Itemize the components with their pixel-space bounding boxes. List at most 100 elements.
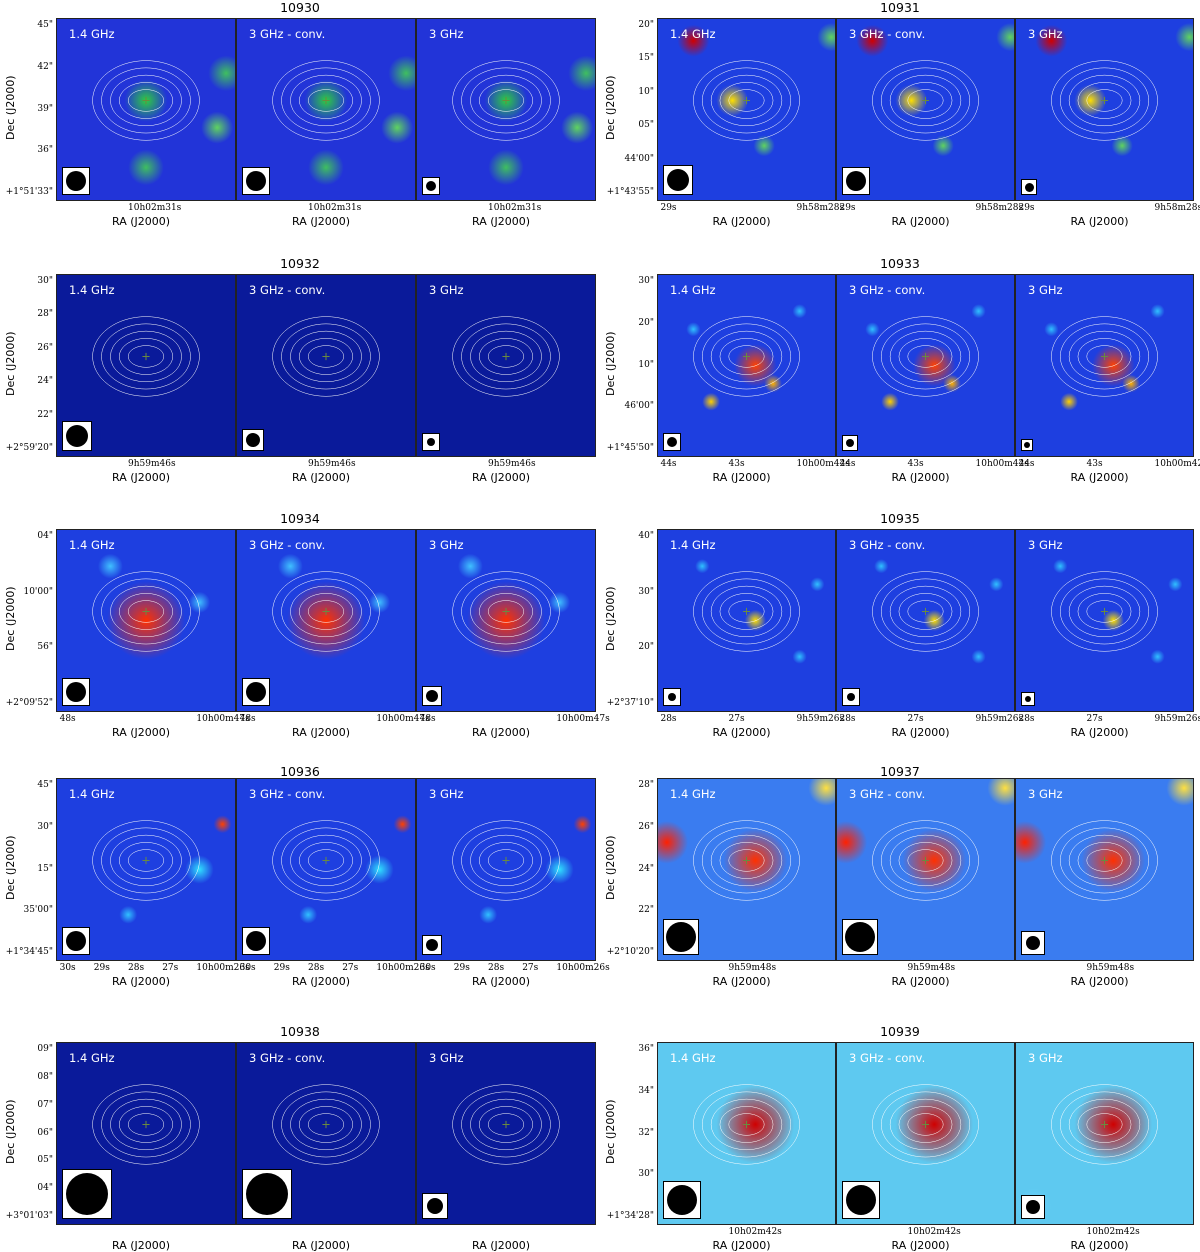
contour bbox=[462, 579, 551, 644]
figure-10933: 10933 Dec (J2000) 30" 20" 10" 46'00" +1°45'50"… bbox=[600, 256, 1200, 484]
contour bbox=[693, 317, 799, 397]
y-axis-label: Dec (J2000) bbox=[604, 585, 617, 651]
panel-label: 1.4 GHz bbox=[69, 1051, 115, 1065]
y-tick-label: +2°09'52" bbox=[5, 698, 53, 708]
figure-10934: 10934 Dec (J2000) 04" 10'00" 56" +2°09'52" 1.4… bbox=[0, 511, 610, 739]
radio-map bbox=[1035, 22, 1193, 157]
contour bbox=[720, 338, 773, 374]
y-tick-label: 36" bbox=[638, 1044, 654, 1054]
contour bbox=[1060, 579, 1149, 644]
position-marker bbox=[502, 96, 510, 105]
beam-ellipse bbox=[426, 181, 436, 191]
figure-title: 10934 bbox=[280, 511, 320, 526]
image-panel: 3 GHz - conv. bbox=[236, 1042, 416, 1225]
position-marker bbox=[742, 1120, 751, 1129]
contour bbox=[470, 835, 541, 886]
contour bbox=[273, 61, 380, 141]
beam-ellipse bbox=[66, 931, 86, 951]
radio-map bbox=[57, 553, 211, 660]
radio-map bbox=[837, 779, 1014, 960]
source-blob bbox=[201, 111, 234, 144]
y-axis-label: Dec (J2000) bbox=[4, 330, 17, 396]
position-marker bbox=[921, 96, 930, 105]
position-marker bbox=[142, 352, 150, 361]
source-blob bbox=[277, 553, 303, 579]
beam-box bbox=[663, 688, 681, 706]
x-tick-label: 29s bbox=[839, 203, 856, 213]
source-blob bbox=[895, 84, 928, 117]
position-marker bbox=[742, 96, 751, 105]
y-tick-label: 40" bbox=[638, 531, 654, 541]
x-tick-label: 44s bbox=[660, 459, 677, 469]
beam-ellipse bbox=[66, 171, 86, 191]
beam-box bbox=[422, 935, 442, 955]
panel-label: 3 GHz - conv. bbox=[849, 283, 926, 297]
contour bbox=[908, 1114, 943, 1136]
x-tick-label: 9h58m28s bbox=[1154, 203, 1200, 213]
beam-ellipse bbox=[666, 922, 696, 952]
contour bbox=[872, 1085, 978, 1165]
y-tick-label: 30" bbox=[638, 276, 654, 286]
panel-label: 3 GHz - conv. bbox=[849, 1051, 926, 1065]
beam-box bbox=[1021, 692, 1035, 706]
y-tick-label: 20" bbox=[638, 317, 654, 328]
contour bbox=[119, 842, 172, 878]
x-tick-label: 10h00m42s bbox=[1154, 459, 1200, 469]
panel-label: 1.4 GHz bbox=[69, 27, 115, 41]
image-panel: 3 GHz bbox=[1015, 1042, 1194, 1225]
source-blob bbox=[119, 905, 138, 924]
beam-box bbox=[62, 421, 92, 451]
x-tick-label: 29s bbox=[1018, 203, 1035, 213]
y-tick-label: +3°01'03" bbox=[5, 1211, 53, 1221]
y-tick-label: 24" bbox=[37, 376, 53, 387]
image-panel: 3 GHz bbox=[416, 778, 596, 961]
panel-label: 3 GHz - conv. bbox=[249, 538, 326, 552]
x-tick-label: 43s bbox=[728, 459, 745, 469]
source-blob bbox=[545, 855, 574, 884]
source-blob bbox=[97, 553, 123, 579]
contour bbox=[702, 68, 791, 133]
beam-box bbox=[1021, 179, 1037, 195]
source-blob bbox=[1111, 135, 1133, 157]
contour bbox=[453, 61, 560, 141]
contour bbox=[872, 821, 978, 901]
y-tick-label: 07" bbox=[37, 1099, 53, 1110]
panel-label: 3 GHz bbox=[429, 1051, 464, 1065]
x-tick-label: 29s bbox=[660, 203, 677, 213]
contour bbox=[890, 586, 961, 637]
contour bbox=[1069, 586, 1140, 637]
source-blob bbox=[989, 577, 1004, 592]
y-tick-label: 30" bbox=[638, 1169, 654, 1180]
contour bbox=[290, 75, 361, 126]
contour bbox=[908, 90, 943, 112]
y-tick-label: 09" bbox=[37, 1044, 53, 1054]
y-tick-label: 35'00" bbox=[23, 905, 53, 916]
panel-label: 1.4 GHz bbox=[670, 1051, 716, 1065]
y-tick-label: 34" bbox=[638, 1085, 654, 1096]
image-panel: 1.4 GHz bbox=[657, 1042, 836, 1225]
figure-title: 10939 bbox=[880, 1024, 920, 1039]
source-blob bbox=[388, 55, 415, 92]
beam-ellipse bbox=[668, 693, 676, 701]
contour bbox=[1060, 828, 1149, 893]
x-tick-label: 30s bbox=[59, 963, 76, 973]
y-tick-label: 04" bbox=[37, 531, 53, 541]
contour bbox=[881, 828, 970, 893]
contour bbox=[693, 61, 799, 141]
contour bbox=[729, 90, 764, 112]
beam-ellipse bbox=[667, 437, 677, 447]
contour bbox=[899, 593, 952, 629]
x-tick-label: 10h00m26s bbox=[376, 963, 430, 973]
image-panel: 3 GHz - conv. bbox=[836, 529, 1015, 712]
contour bbox=[1078, 82, 1131, 118]
x-tick-label: 27s bbox=[342, 963, 359, 973]
y-tick-label: +1°34'28" bbox=[606, 1211, 654, 1221]
contour bbox=[899, 1106, 952, 1142]
source-blob bbox=[548, 591, 571, 614]
contour bbox=[462, 324, 551, 389]
x-tick-label: 30s bbox=[419, 963, 436, 973]
y-tick-label: +1°45'50" bbox=[606, 443, 654, 453]
contour bbox=[453, 572, 560, 652]
source-blob bbox=[996, 22, 1014, 52]
contour bbox=[720, 1106, 773, 1142]
